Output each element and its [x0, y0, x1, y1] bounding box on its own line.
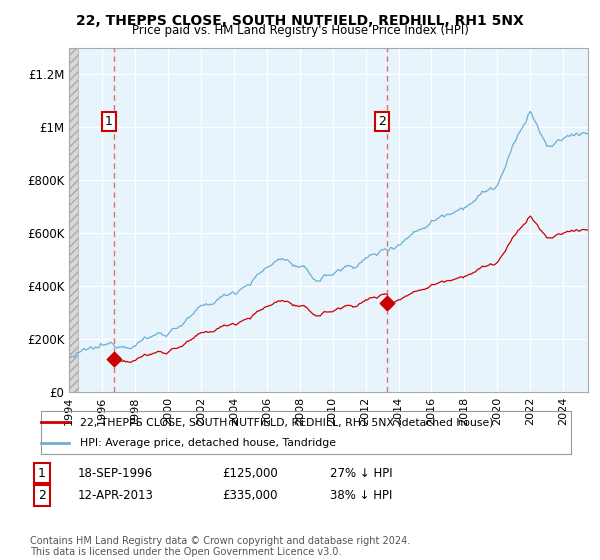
- Text: 27% ↓ HPI: 27% ↓ HPI: [330, 466, 392, 480]
- Point: [109, 354, 118, 363]
- Text: 2: 2: [378, 115, 386, 128]
- Text: £125,000: £125,000: [222, 466, 278, 480]
- Text: 38% ↓ HPI: 38% ↓ HPI: [330, 489, 392, 502]
- Text: 22, THEPPS CLOSE, SOUTH NUTFIELD, REDHILL, RH1 5NX: 22, THEPPS CLOSE, SOUTH NUTFIELD, REDHIL…: [76, 14, 524, 28]
- Bar: [69, 48, 78, 392]
- Text: 1: 1: [38, 466, 46, 480]
- Text: 1: 1: [105, 115, 113, 128]
- Text: 2: 2: [38, 489, 46, 502]
- Text: 18-SEP-1996: 18-SEP-1996: [78, 466, 153, 480]
- Text: 22, THEPPS CLOSE, SOUTH NUTFIELD, REDHILL, RH1 5NX (detached house): 22, THEPPS CLOSE, SOUTH NUTFIELD, REDHIL…: [80, 417, 493, 427]
- Text: HPI: Average price, detached house, Tandridge: HPI: Average price, detached house, Tand…: [80, 438, 335, 448]
- Point: [382, 299, 392, 308]
- Text: £335,000: £335,000: [222, 489, 277, 502]
- Text: 12-APR-2013: 12-APR-2013: [78, 489, 154, 502]
- Text: Price paid vs. HM Land Registry's House Price Index (HPI): Price paid vs. HM Land Registry's House …: [131, 24, 469, 37]
- Text: Contains HM Land Registry data © Crown copyright and database right 2024.
This d: Contains HM Land Registry data © Crown c…: [30, 535, 410, 557]
